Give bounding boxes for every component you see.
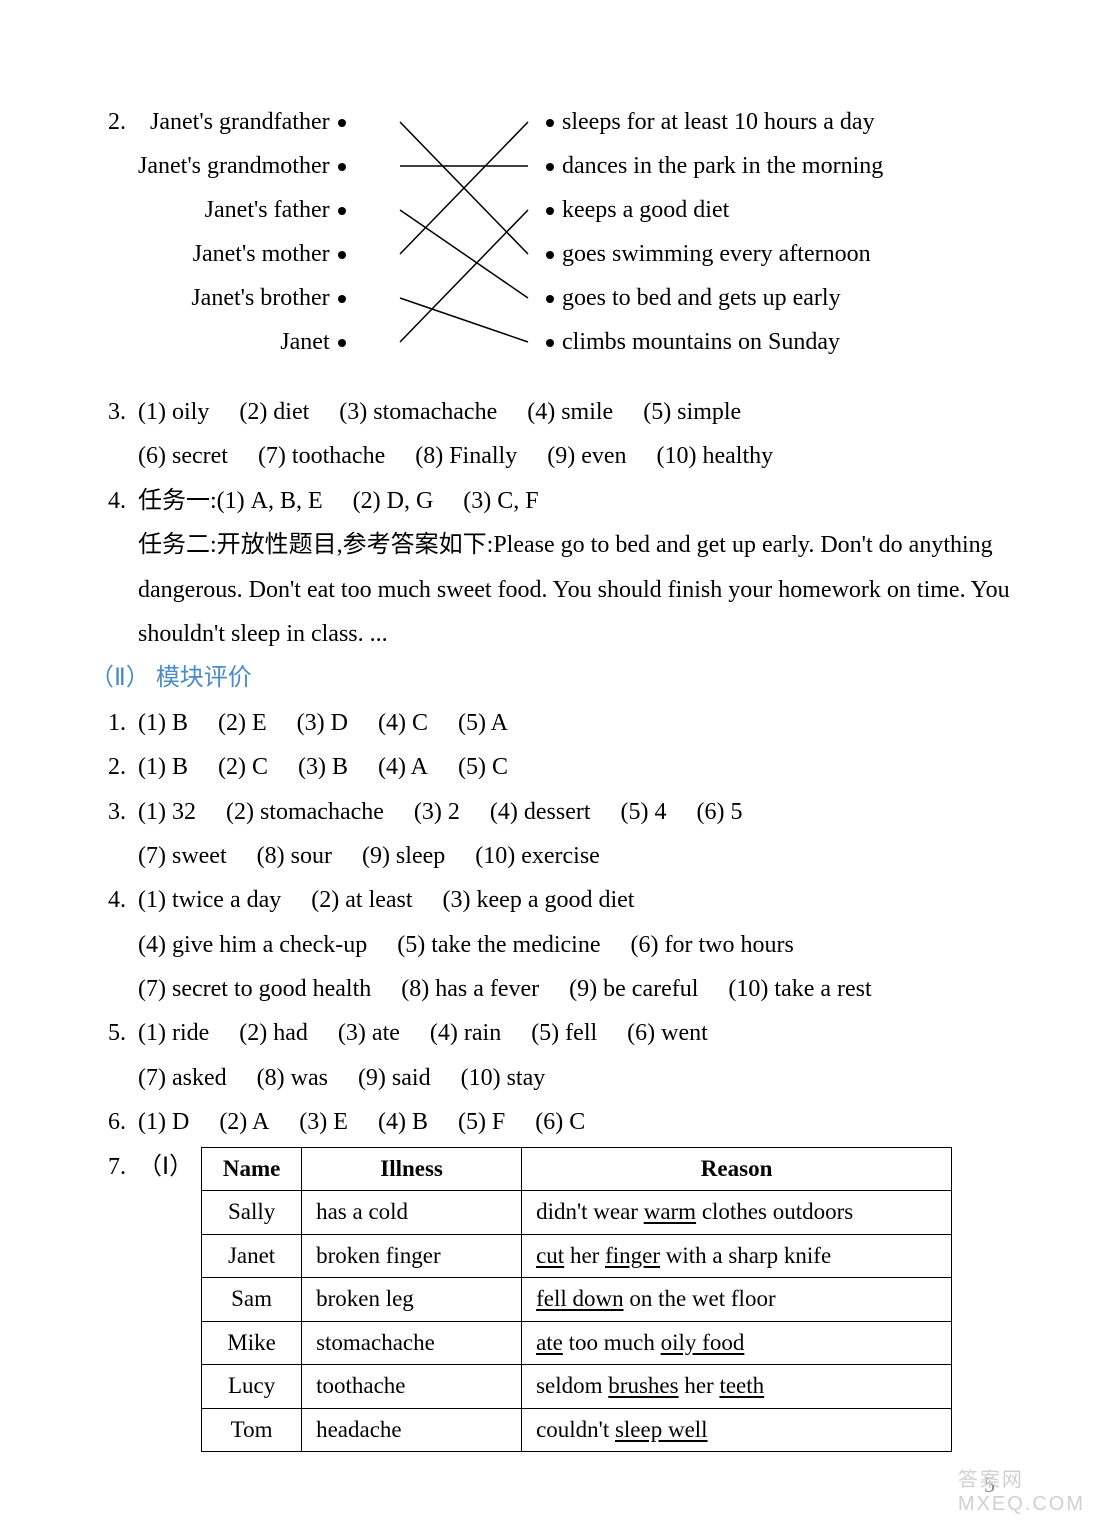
matching-right-item: goes to bed and gets up early (538, 276, 883, 320)
name-cell: Tom (202, 1408, 302, 1452)
s2-question-5: 5. (1) ride (2) had (3) ate (4) rain (5)… (90, 1011, 1015, 1100)
question-number: 4. (90, 878, 138, 922)
illness-cell: headache (302, 1408, 522, 1452)
table-row: Janetbroken fingercut her finger with a … (202, 1234, 952, 1278)
s2-question-3: 3. (1) 32 (2) stomachache (3) 2 (4) dess… (90, 790, 1015, 879)
name-cell: Sam (202, 1278, 302, 1322)
watermark-line-2: MXEQ.COM (958, 1492, 1085, 1516)
question-body: (1) B (2) E (3) D (4) C (5) A (138, 701, 1015, 745)
illness-cell: toothache (302, 1365, 522, 1409)
table-row: Sallyhas a colddidn't wear warm clothes … (202, 1191, 952, 1235)
matching-right-item: goes swimming every afternoon (538, 232, 883, 276)
matching-right-item: keeps a good diet (538, 188, 883, 232)
question-number: 3. (90, 790, 138, 834)
question-3: 3. (1) oily (2) diet (3) stomachache (4)… (90, 390, 1015, 479)
question-number: 1. (90, 701, 138, 745)
section-title: 模块评价 (156, 665, 252, 691)
matching-right-item: dances in the park in the morning (538, 144, 883, 188)
question-body: (1) oily (2) diet (3) stomachache (4) sm… (138, 390, 1015, 479)
question-number: 5. (90, 1011, 138, 1055)
table-row: Mikestomachacheate too much oily food (202, 1321, 952, 1365)
table-header: Illness (302, 1147, 522, 1191)
matching-left-column: Janet's grandfatherJanet's grandmotherJa… (138, 100, 354, 364)
s2-question-6: 6. (1) D (2) A (3) E (4) B (5) F (6) C (90, 1100, 1015, 1144)
s2-question-4: 4. (1) twice a day (2) at least (3) keep… (90, 878, 1015, 1011)
watermark-line-1: 答案网 (958, 1468, 1085, 1492)
s2-question-7: 7. （Ⅰ） NameIllnessReasonSallyhas a coldd… (90, 1145, 1015, 1453)
question-number: 2. (90, 745, 138, 789)
table-header: Reason (522, 1147, 952, 1191)
matching-left-item: Janet's father (138, 188, 354, 232)
reason-cell: didn't wear warm clothes outdoors (522, 1191, 952, 1235)
question-number: 3. (90, 390, 138, 434)
matching-left-item: Janet (138, 320, 354, 364)
matching-right-item: climbs mountains on Sunday (538, 320, 883, 364)
table-row: Lucytoothacheseldom brushes her teeth (202, 1365, 952, 1409)
question-number: 2. (90, 100, 138, 144)
question-body: (1) ride (2) had (3) ate (4) rain (5) fe… (138, 1011, 1015, 1100)
reason-cell: ate too much oily food (522, 1321, 952, 1365)
s2-question-2: 2. (1) B (2) C (3) B (4) A (5) C (90, 745, 1015, 789)
table-header: Name (202, 1147, 302, 1191)
reason-cell: couldn't sleep well (522, 1408, 952, 1452)
table-row: Sambroken legfell down on the wet floor (202, 1278, 952, 1322)
watermark: 答案网 MXEQ.COM (958, 1468, 1085, 1516)
matching-left-item: Janet's brother (138, 276, 354, 320)
reason-cell: cut her finger with a sharp knife (522, 1234, 952, 1278)
reason-cell: fell down on the wet floor (522, 1278, 952, 1322)
name-cell: Janet (202, 1234, 302, 1278)
name-cell: Sally (202, 1191, 302, 1235)
illness-cell: broken finger (302, 1234, 522, 1278)
reason-cell: seldom brushes her teeth (522, 1365, 952, 1409)
question-body: (1) twice a day (2) at least (3) keep a … (138, 878, 1015, 1011)
question-body: （Ⅰ） NameIllnessReasonSallyhas a colddidn… (138, 1145, 1015, 1453)
q7-prefix: （Ⅰ） (138, 1145, 193, 1189)
question-body: 任务一:(1) A, B, E (2) D, G (3) C, F任务二:开放性… (138, 479, 1015, 657)
name-cell: Lucy (202, 1365, 302, 1409)
question-number: 7. (90, 1145, 138, 1189)
section-prefix: （Ⅱ） (90, 665, 150, 691)
matching-left-item: Janet's grandmother (138, 144, 354, 188)
matching-right-item: sleeps for at least 10 hours a day (538, 100, 883, 144)
name-cell: Mike (202, 1321, 302, 1365)
matching-left-item: Janet's grandfather (138, 100, 354, 144)
question-body: (1) D (2) A (3) E (4) B (5) F (6) C (138, 1100, 1015, 1144)
section-2-header: （Ⅱ） 模块评价 (90, 656, 1015, 700)
question-body: (1) 32 (2) stomachache (3) 2 (4) dessert… (138, 790, 1015, 879)
table-row: Tomheadachecouldn't sleep well (202, 1408, 952, 1452)
matching-diagram: Janet's grandfatherJanet's grandmotherJa… (138, 100, 1015, 380)
illness-table: NameIllnessReasonSallyhas a colddidn't w… (201, 1147, 952, 1453)
matching-left-item: Janet's mother (138, 232, 354, 276)
question-number: 6. (90, 1100, 138, 1144)
illness-cell: stomachache (302, 1321, 522, 1365)
s2-question-1: 1. (1) B (2) E (3) D (4) C (5) A (90, 701, 1015, 745)
illness-cell: has a cold (302, 1191, 522, 1235)
illness-cell: broken leg (302, 1278, 522, 1322)
matching-right-column: sleeps for at least 10 hours a daydances… (538, 100, 883, 364)
question-number: 4. (90, 479, 138, 523)
question-4: 4. 任务一:(1) A, B, E (2) D, G (3) C, F任务二:… (90, 479, 1015, 657)
question-2: 2. Janet's grandfatherJanet's grandmothe… (90, 100, 1015, 390)
question-body: (1) B (2) C (3) B (4) A (5) C (138, 745, 1015, 789)
